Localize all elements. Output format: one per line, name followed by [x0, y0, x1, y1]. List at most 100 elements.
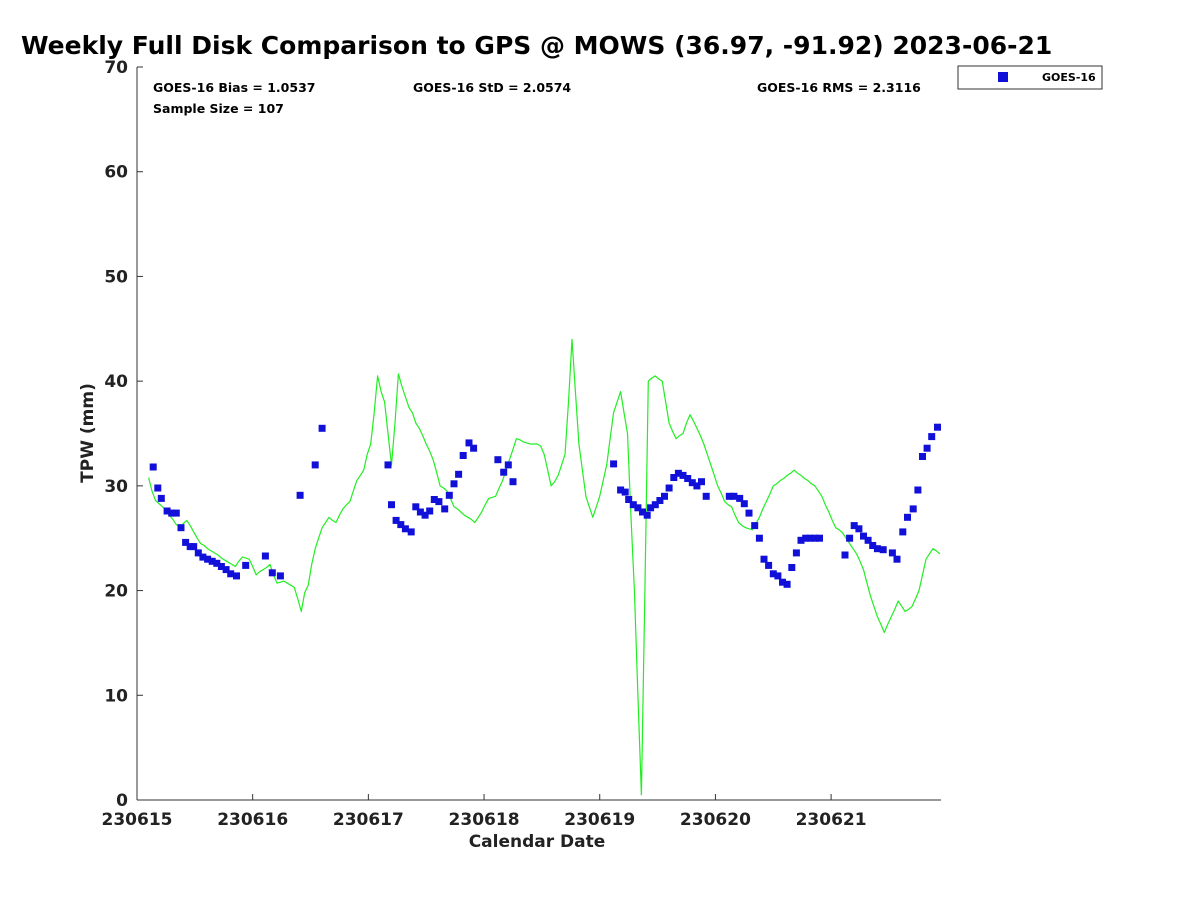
goes-16-point	[855, 525, 863, 533]
goes-16-point	[779, 578, 786, 586]
goes-16-point	[455, 470, 463, 478]
goes-16-point	[500, 468, 508, 476]
goes-16-point	[494, 456, 502, 464]
goes-16-point	[397, 521, 405, 529]
goes-16-point	[217, 563, 225, 570]
goes-16-point	[621, 488, 629, 496]
x-tick-label: 230617	[333, 810, 404, 830]
goes-16-point	[850, 522, 858, 530]
goes-16-point	[634, 504, 642, 512]
goes-16-point	[693, 482, 701, 490]
goes-16-point	[788, 564, 796, 571]
goes-16-point	[407, 528, 415, 536]
goes-16-point	[688, 479, 696, 487]
goes-16-point	[888, 549, 896, 557]
goes-16-point	[384, 461, 392, 469]
goes-16-point	[504, 461, 512, 469]
goes-16-point	[751, 522, 759, 530]
goes-16-point	[765, 561, 773, 569]
goes-16-point	[233, 572, 240, 580]
std-stat: GOES-16 StD = 2.0574	[413, 80, 571, 95]
goes-16-point	[725, 492, 733, 500]
goes-16-point	[625, 496, 633, 503]
goes-16-point	[208, 557, 216, 565]
goes-16-point	[816, 534, 823, 542]
goes-16-point	[318, 424, 326, 432]
y-tick-label: 50	[104, 267, 128, 287]
goes-16-point	[154, 484, 162, 492]
goes-16-point	[760, 555, 768, 563]
x-tick-label: 230620	[680, 810, 751, 830]
goes-16-point	[629, 501, 637, 509]
x-tick-label: 230621	[796, 810, 867, 830]
goes-16-point	[172, 509, 180, 517]
goes-16-point	[242, 561, 250, 569]
goes-16-point	[797, 536, 805, 544]
goes-16-point	[893, 555, 901, 563]
goes-16-point	[421, 511, 429, 519]
goes-16-point	[199, 553, 207, 561]
legend: GOES-16	[957, 65, 1103, 90]
legend-box	[957, 65, 1103, 90]
goes-16-point	[745, 509, 753, 517]
plot-area	[137, 67, 941, 800]
goes-16-point	[617, 486, 625, 494]
goes-16-point	[177, 524, 185, 532]
goes-16-point	[869, 542, 877, 549]
goes-16-point	[656, 497, 664, 504]
gps-series	[148, 338, 941, 796]
goes-16-point	[904, 513, 911, 521]
gps-line	[148, 338, 941, 796]
y-tick-label: 70	[104, 58, 128, 78]
goes-16-point	[774, 572, 782, 580]
goes-16-point	[934, 423, 941, 431]
goes-16-point	[802, 534, 810, 542]
goes-16-point	[736, 494, 744, 502]
goes-16-point	[684, 475, 692, 482]
goes-16-point	[698, 478, 705, 486]
goes-16-point	[841, 551, 849, 559]
goes-16-point	[213, 559, 221, 567]
goes-16-point	[182, 538, 190, 546]
x-tick-label: 230619	[564, 810, 635, 830]
goes-16-series	[149, 423, 941, 588]
goes-16-point	[426, 507, 434, 515]
goes-16-point	[846, 534, 854, 542]
goes-16-point	[149, 463, 157, 471]
goes-16-point	[665, 484, 673, 492]
goes-16-point	[204, 555, 212, 563]
goes-16-point	[296, 491, 304, 499]
x-tick-label: 230618	[449, 810, 520, 830]
goes-16-point	[909, 505, 917, 513]
goes-16-point	[268, 569, 276, 577]
goes-16-point	[157, 494, 165, 502]
y-tick-label: 60	[104, 163, 128, 183]
goes-16-point	[639, 508, 646, 516]
y-tick-label: 30	[104, 477, 128, 497]
goes-16-point	[661, 492, 668, 500]
chart-title: Weekly Full Disk Comparison to GPS @ MOW…	[21, 31, 1052, 60]
legend-marker-goes-16	[998, 72, 1008, 82]
goes-16-point	[674, 469, 682, 477]
goes-16-point	[509, 478, 517, 486]
goes-16-point	[163, 507, 171, 515]
plot-background	[137, 67, 941, 800]
x-tick-label: 230615	[102, 810, 173, 830]
goes-16-point	[430, 496, 438, 503]
x-tick-label: 230616	[217, 810, 288, 830]
goes-16-point	[222, 566, 230, 574]
goes-16-point	[388, 501, 395, 509]
goes-16-point	[276, 572, 284, 580]
goes-16-point	[899, 528, 907, 536]
goes-16-point	[445, 491, 453, 499]
goes-16-point	[227, 570, 235, 578]
rms-stat: GOES-16 RMS = 2.3116	[757, 80, 921, 95]
goes-16-point	[647, 504, 655, 512]
goes-16-point	[740, 500, 748, 508]
legend-label-goes-16: GOES-16	[1042, 71, 1096, 84]
goes-16-point	[873, 545, 881, 553]
goes-16-point	[811, 534, 819, 542]
goes-16-point	[923, 444, 931, 452]
goes-16-point	[441, 505, 449, 513]
